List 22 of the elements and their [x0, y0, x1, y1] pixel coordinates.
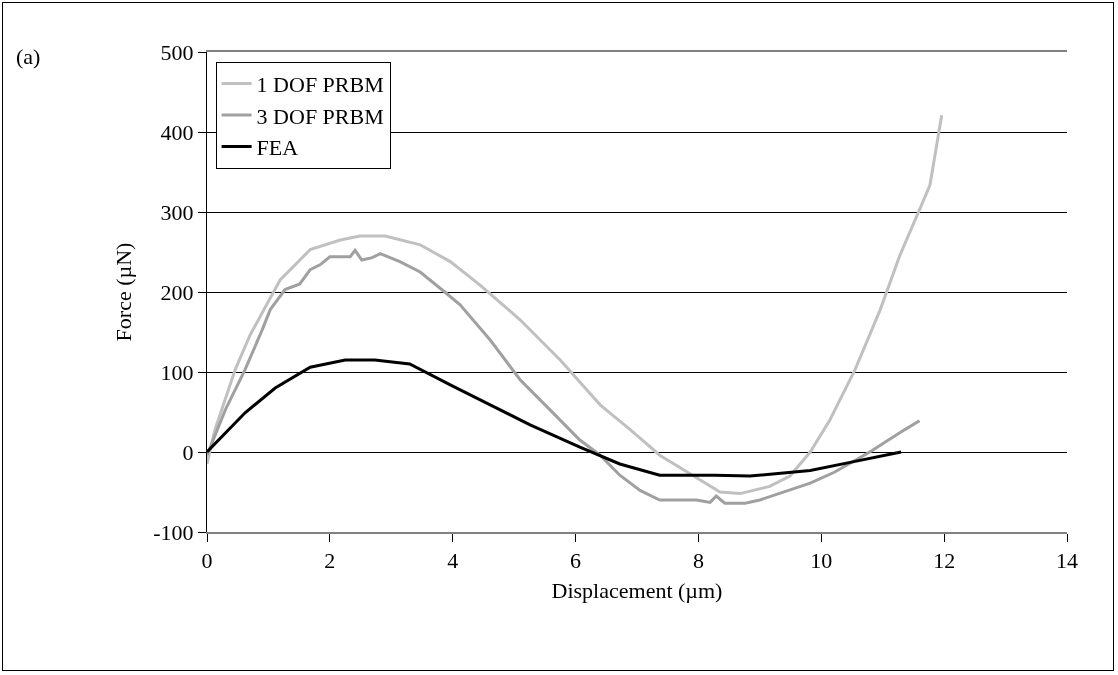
legend-label: 3 DOF PRBM [256, 103, 384, 129]
x-tick-label: 4 [447, 548, 459, 574]
y-tick-label: -100 [153, 519, 194, 545]
text: (a) [16, 44, 41, 69]
y-tick-label: 0 [182, 439, 194, 465]
x-tick-label: 14 [1056, 548, 1078, 574]
legend-label: FEA [256, 135, 299, 161]
y-tick-label: 200 [160, 279, 194, 305]
y-tick-label: 100 [160, 359, 194, 385]
y-tick-label: 500 [160, 39, 194, 65]
x-axis-title: Displacement (µm) [551, 577, 723, 603]
x-tick-label: 2 [324, 548, 336, 574]
x-tick-label: 8 [692, 548, 704, 574]
y-tick-label: 400 [160, 119, 194, 145]
x-tick-label: 10 [810, 548, 833, 574]
x-tick-label: 12 [933, 548, 956, 574]
x-tick-label: 6 [570, 548, 582, 574]
line-series [207, 248, 922, 505]
legend-label: 1 DOF PRBM [256, 71, 384, 97]
y-tick-label: 300 [160, 199, 194, 225]
x-tick-label: 0 [201, 548, 213, 574]
y-axis-title: Force (µN) [111, 242, 137, 342]
